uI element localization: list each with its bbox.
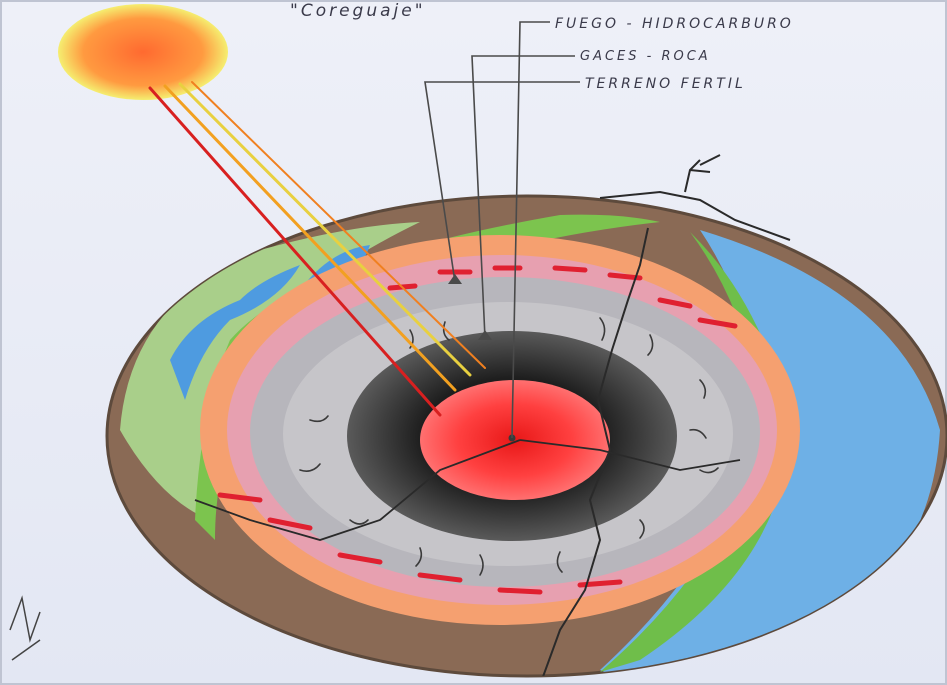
leader-gas: [471, 55, 575, 339]
lightning-sketch: [599, 154, 791, 241]
fault-line: [539, 227, 649, 676]
grass-right: [600, 232, 790, 672]
leader-soil: [424, 81, 580, 283]
sun-rays: [148, 81, 486, 417]
pointer-soil: [448, 274, 462, 284]
label-gaces-roca: GACES - ROCA: [580, 49, 711, 64]
leader-fire: [511, 21, 550, 439]
drawing-title: "Coreguaje": [290, 1, 426, 21]
rock-cracks: [299, 317, 719, 576]
signature-scribble: [9, 595, 41, 661]
sun: [58, 4, 228, 100]
river-left: [170, 265, 300, 400]
crack-left: [194, 439, 521, 541]
pointer-gas: [478, 330, 492, 340]
label-fuego-hidrocarburo: FUEGO - HIDROCARBURO: [555, 16, 794, 32]
ocean-left: [120, 222, 420, 520]
red-core: [420, 380, 610, 500]
leader-lines: [424, 21, 580, 439]
crack-right: [519, 439, 741, 471]
label-terreno-fertil: TERRENO FERTIL: [585, 76, 746, 92]
